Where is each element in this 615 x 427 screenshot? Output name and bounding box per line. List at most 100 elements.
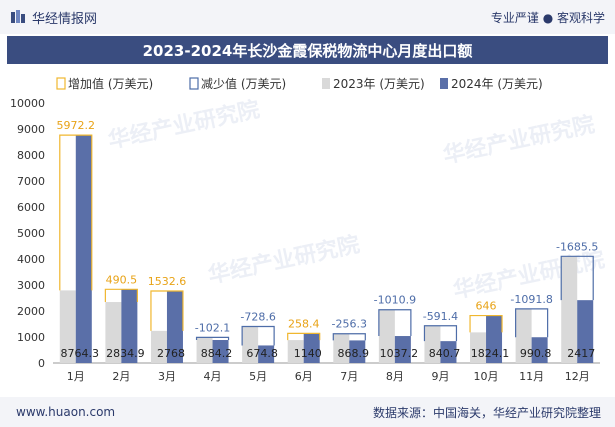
decrease-outline — [515, 308, 549, 338]
y-tick-label: 5000 — [17, 227, 45, 240]
bar-2024 — [349, 340, 366, 363]
bar-2024 — [303, 333, 320, 363]
decrease-outline — [332, 333, 366, 341]
x-tick-label: 1月 — [67, 370, 85, 383]
y-tick-label: 6000 — [17, 201, 45, 214]
legend-2023-label: 2023年 (万美元) — [333, 77, 425, 91]
footer-source: 数据来源：中国海关，华经产业研究院整理 — [372, 405, 601, 420]
x-tick-label: 8月 — [386, 370, 404, 383]
bar-2023 — [59, 290, 76, 363]
decrease-outline — [195, 336, 230, 341]
change-label: -256.3 — [332, 318, 367, 331]
change-label: -728.6 — [240, 311, 275, 324]
bar-2024 — [212, 340, 229, 363]
change-label: -1091.8 — [510, 293, 552, 306]
top-bar: 华经情报网 专业严谨 ● 客观科学 — [0, 0, 615, 34]
brand-name: 华经情报网 — [32, 11, 98, 27]
decrease-outline — [423, 325, 458, 342]
x-tick-label: 5月 — [249, 370, 267, 383]
value-label-2024: 1824.1 — [471, 347, 510, 360]
legend-increase-label: 增加值 (万美元) — [68, 76, 153, 91]
bar-2023 — [378, 309, 395, 363]
value-label-2024: 868.9 — [338, 347, 370, 360]
bar-2024 — [258, 345, 275, 363]
bar-2023 — [515, 308, 532, 363]
bar-2023 — [470, 332, 487, 363]
legend-2023-swatch — [322, 78, 330, 89]
bar-2024 — [440, 341, 457, 363]
tagline: 专业严谨 ● 客观科学 — [490, 10, 605, 25]
bar-2023 — [150, 330, 167, 363]
watermark-0: 华经产业研究院 — [106, 96, 262, 153]
change-label: 258.4 — [288, 317, 320, 330]
bar-2023 — [105, 302, 122, 363]
change-label: -1010.9 — [374, 294, 416, 307]
value-label-2024: 2768 — [157, 347, 185, 360]
change-label: -1685.5 — [556, 240, 598, 253]
increase-outline — [469, 314, 503, 333]
bar-2024 — [166, 291, 183, 363]
change-label: 490.5 — [106, 273, 138, 286]
bar-2023 — [287, 340, 304, 363]
bar-2023 — [242, 326, 259, 363]
bar-2024 — [75, 135, 92, 363]
x-tick-label: 12月 — [565, 370, 590, 383]
bar-2024 — [577, 300, 594, 363]
value-label-2024: 1037.2 — [380, 347, 419, 360]
decrease-outline — [560, 255, 594, 301]
x-tick-label: 9月 — [431, 370, 449, 383]
value-label-2024: 2834.9 — [106, 347, 145, 360]
y-tick-label: 0 — [38, 357, 45, 370]
value-label-2024: 674.8 — [246, 347, 278, 360]
y-tick-label: 8000 — [17, 149, 45, 162]
chart-title: 2023-2024年长沙金霞保税物流中心月度出口额 — [7, 36, 608, 64]
x-tick-label: 6月 — [295, 370, 313, 383]
increase-outline — [287, 332, 321, 341]
bar-2023 — [424, 325, 441, 363]
x-tick-label: 11月 — [519, 370, 544, 383]
y-tick-label: 7000 — [17, 175, 45, 188]
value-label-2024: 990.8 — [520, 347, 552, 360]
increase-outline — [150, 290, 184, 331]
footer-website[interactable]: www.huaon.com — [16, 405, 116, 419]
y-tick-label: 9000 — [17, 123, 45, 136]
watermark-1: 华经产业研究院 — [206, 231, 362, 288]
increase-outline — [59, 134, 93, 291]
legend-decrease-swatch — [189, 77, 199, 90]
legend-2024-label: 2024年 (万美元) — [451, 77, 543, 91]
legend-increase-swatch — [56, 77, 66, 90]
y-tick-label: 4000 — [17, 253, 45, 266]
bar-2024 — [531, 337, 548, 363]
bar-2024 — [486, 315, 503, 363]
brand: 华经情报网 — [10, 8, 97, 27]
y-tick-label: 10000 — [10, 97, 45, 110]
x-tick-label: 3月 — [158, 370, 176, 383]
x-tick-label: 4月 — [204, 370, 222, 383]
increase-outline — [104, 288, 138, 303]
change-label: 646 — [476, 300, 497, 313]
huajing-logo-icon — [11, 10, 25, 23]
bar-2023 — [561, 256, 578, 363]
change-label: -591.4 — [423, 310, 458, 323]
decrease-outline — [241, 325, 275, 346]
value-label-2024: 840.7 — [429, 347, 461, 360]
change-label: 1532.6 — [148, 275, 187, 288]
y-tick-label: 3000 — [17, 279, 45, 292]
value-label-2024: 884.2 — [201, 347, 233, 360]
change-label: -102.1 — [195, 321, 230, 334]
watermark-2: 华经产业研究院 — [441, 111, 597, 168]
y-tick-label: 1000 — [17, 331, 45, 344]
x-tick-label: 10月 — [474, 370, 499, 383]
change-label: 5972.2 — [57, 119, 96, 132]
value-label-2024: 1140 — [294, 347, 322, 360]
legend-decrease-label: 减少值 (万美元) — [201, 76, 286, 91]
bar-2023 — [333, 333, 350, 363]
y-tick-label: 2000 — [17, 305, 45, 318]
bar-2023 — [196, 337, 213, 363]
footer: www.huaon.com 数据来源：中国海关，华经产业研究院整理 — [0, 397, 615, 427]
value-label-2024: 8764.3 — [61, 347, 100, 360]
bar-2024 — [121, 289, 138, 363]
x-tick-label: 2月 — [112, 370, 130, 383]
legend-2024-swatch — [440, 78, 448, 89]
